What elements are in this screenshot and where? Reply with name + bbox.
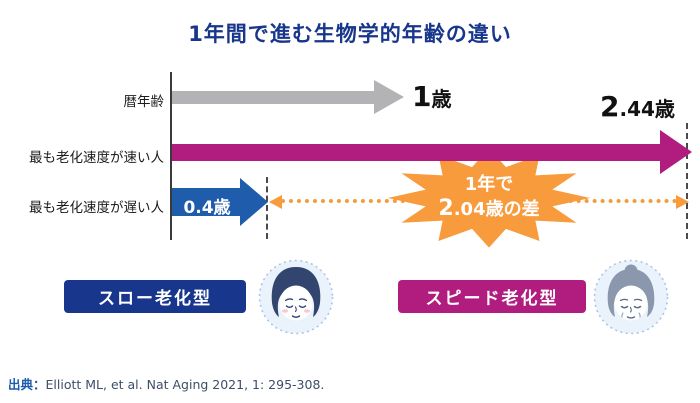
fastest-ager-label: 最も老化速度が速い人	[29, 150, 164, 166]
slow-aging-type-label: スロー老化型	[98, 289, 212, 309]
aged-woman-face-illustration	[593, 259, 669, 335]
slowest-ager-arrow	[172, 188, 240, 216]
calendar-age-label: 暦年齢	[123, 94, 165, 110]
slowest-ager-value: 0.4歳	[183, 198, 231, 218]
fastest-ager-arrowhead	[660, 130, 692, 174]
gap-value-number: 2	[438, 195, 454, 221]
fastest-ager-value: 2.44歳	[600, 90, 675, 123]
young-woman-face-illustration	[258, 259, 334, 335]
slowest-ager-label: 最も老化速度が遅い人	[29, 200, 164, 216]
gap-arrowhead-right	[676, 195, 689, 209]
gap-callout-line1: 1年で	[464, 174, 514, 195]
gap-value-rest: .04歳の差	[453, 198, 540, 220]
calendar-age-arrow	[172, 91, 374, 104]
speed-aging-type-label: スピード老化型	[425, 289, 559, 309]
fastest-ager-arrow	[172, 144, 660, 161]
source-prefix: 出典：	[8, 377, 46, 392]
slow-aging-type-badge: スロー老化型	[64, 280, 246, 313]
calendar-age-arrowhead	[374, 80, 404, 114]
gap-callout-text: 1年で 2.04歳の差	[386, 146, 592, 250]
dashed-line-fast	[686, 123, 688, 239]
fastest-ager-value-number: 2	[600, 90, 620, 123]
calendar-age-value-unit: 歳	[431, 87, 452, 111]
slowest-ager-arrowhead	[240, 178, 268, 226]
gap-callout-line2: 2.04歳の差	[438, 196, 539, 222]
speed-aging-type-badge: スピード老化型	[398, 280, 586, 313]
calendar-age-value: 1歳	[412, 80, 451, 113]
dashed-line-slow	[266, 177, 268, 239]
calendar-age-value-number: 1	[412, 80, 432, 113]
gap-arrowhead-left	[269, 195, 282, 209]
gap-callout: 1年で 2.04歳の差	[386, 146, 592, 250]
baseline-axis	[170, 72, 172, 240]
fastest-ager-value-unit: .44歳	[619, 97, 675, 121]
source-text: Elliott ML, et al. Nat Aging 2021, 1: 29…	[45, 377, 325, 392]
starburst-shape	[387, 148, 591, 248]
page-title: 1年間で進む生物学的年齢の違い	[188, 22, 512, 46]
source-citation: 出典：Elliott ML, et al. Nat Aging 2021, 1:…	[8, 374, 324, 393]
